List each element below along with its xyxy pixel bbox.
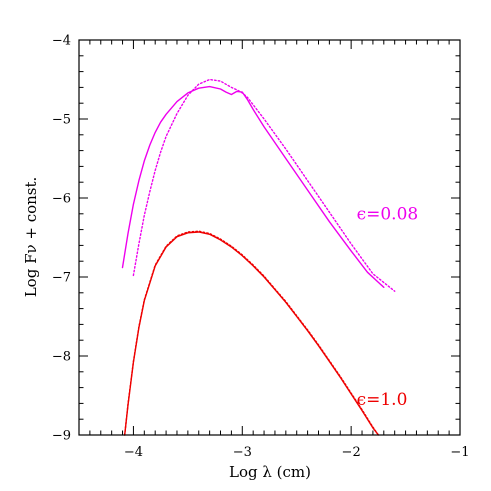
y-tick-label: −8 <box>52 350 71 365</box>
x-tick-label: −4 <box>124 445 143 460</box>
ticks-layer <box>78 39 461 436</box>
y-axis-label: Log Fν + const. <box>22 177 40 298</box>
y-tick-label: −6 <box>52 192 71 207</box>
series-line-3 <box>123 231 380 436</box>
series-layer <box>121 78 396 436</box>
x-tick-label: −1 <box>450 445 469 460</box>
annotations-layer: ϵ=0.08 ϵ=1.0 <box>357 204 419 410</box>
series-annotation-2: ϵ=1.0 <box>357 390 408 410</box>
series-line-1 <box>121 85 385 288</box>
x-tick-label: −3 <box>233 445 252 460</box>
y-tick-label: −4 <box>52 34 71 49</box>
series-annotation-1: ϵ=0.08 <box>357 204 419 224</box>
y-tick-label: −7 <box>52 271 71 286</box>
x-tick-label: −2 <box>342 445 361 460</box>
plot-frame <box>78 39 461 436</box>
y-tick-label: −9 <box>52 429 71 444</box>
y-tick-label: −5 <box>52 113 71 128</box>
tick-labels-layer: −4 −3 −2 −1 −9 −8 −7 −6 −5 −4 <box>52 34 470 461</box>
series-line-2 <box>132 78 396 292</box>
x-axis-label: Log λ (cm) <box>229 463 311 481</box>
series-line-4 <box>123 230 380 436</box>
